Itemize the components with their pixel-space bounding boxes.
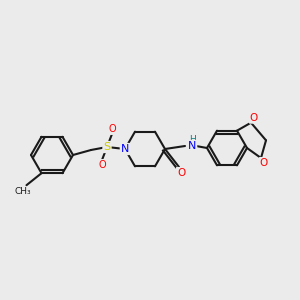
Text: O: O — [260, 158, 268, 168]
Text: O: O — [98, 160, 106, 170]
Text: S: S — [103, 142, 111, 152]
Text: N: N — [188, 141, 196, 151]
Text: H: H — [189, 134, 195, 143]
Text: O: O — [177, 168, 185, 178]
Text: N: N — [121, 144, 129, 154]
Text: O: O — [250, 113, 258, 123]
Text: O: O — [108, 124, 116, 134]
Text: CH₃: CH₃ — [14, 187, 31, 196]
